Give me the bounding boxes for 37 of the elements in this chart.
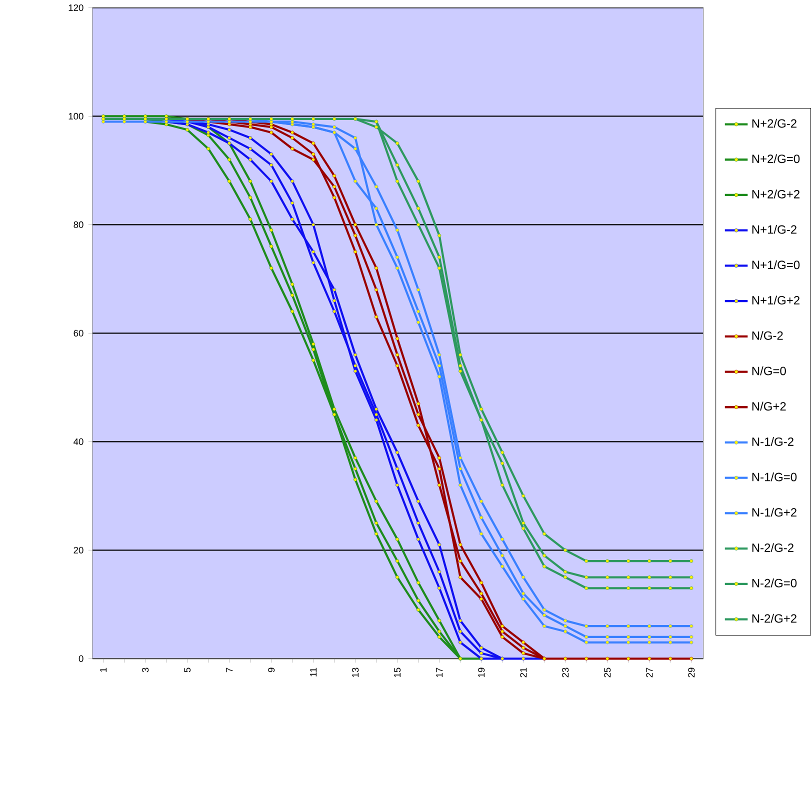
x-tick-label: 25 <box>604 668 611 678</box>
legend-label: N+2/G+2 <box>752 190 800 199</box>
legend-label: N+1/G-2 <box>752 225 796 234</box>
legend-label: N-2/G=0 <box>752 578 797 588</box>
x-tick-label: 13 <box>352 668 359 678</box>
y-tick-label: 0 <box>78 656 84 662</box>
x-tick-label: 15 <box>394 668 401 678</box>
legend-label: N-2/G-2 <box>752 543 794 552</box>
y-tick-label: 40 <box>74 438 84 446</box>
x-tick-label: 17 <box>436 668 443 678</box>
x-tick-label: 27 <box>646 668 653 678</box>
y-tick-label: 80 <box>74 222 84 228</box>
x-tick-label: 23 <box>562 668 569 678</box>
x-tick-label: 1 <box>100 668 107 672</box>
legend-label: N/G-2 <box>752 331 783 340</box>
x-tick-label: 5 <box>184 668 191 672</box>
legend-label: N+1/G+2 <box>752 296 800 305</box>
legend-label: N-1/G=0 <box>752 472 797 482</box>
legend-label: N/G+2 <box>752 402 786 411</box>
x-tick-label: 7 <box>226 668 233 672</box>
legend-label: N+1/G=0 <box>752 260 800 270</box>
y-tick-label: 60 <box>74 330 84 337</box>
legend-label: N-1/G+2 <box>752 508 796 517</box>
y-tick-label: 120 <box>68 4 84 12</box>
x-tick-label: 21 <box>520 668 527 678</box>
legend-label: N+2/G-2 <box>752 119 796 128</box>
x-tick-label: 29 <box>688 668 695 678</box>
x-tick-label: 9 <box>268 668 275 672</box>
x-tick-label: 11 <box>310 668 317 677</box>
x-tick-label: 19 <box>478 668 485 678</box>
legend-label: N-1/G-2 <box>752 437 794 446</box>
legend-label: N+2/G=0 <box>752 154 800 164</box>
x-tick-label: 3 <box>142 668 149 672</box>
legend-label: N-2/G+2 <box>752 614 796 623</box>
y-tick-label: 20 <box>74 547 84 554</box>
y-tick-label: 100 <box>68 113 84 120</box>
legend-label: N/G=0 <box>752 366 786 376</box>
